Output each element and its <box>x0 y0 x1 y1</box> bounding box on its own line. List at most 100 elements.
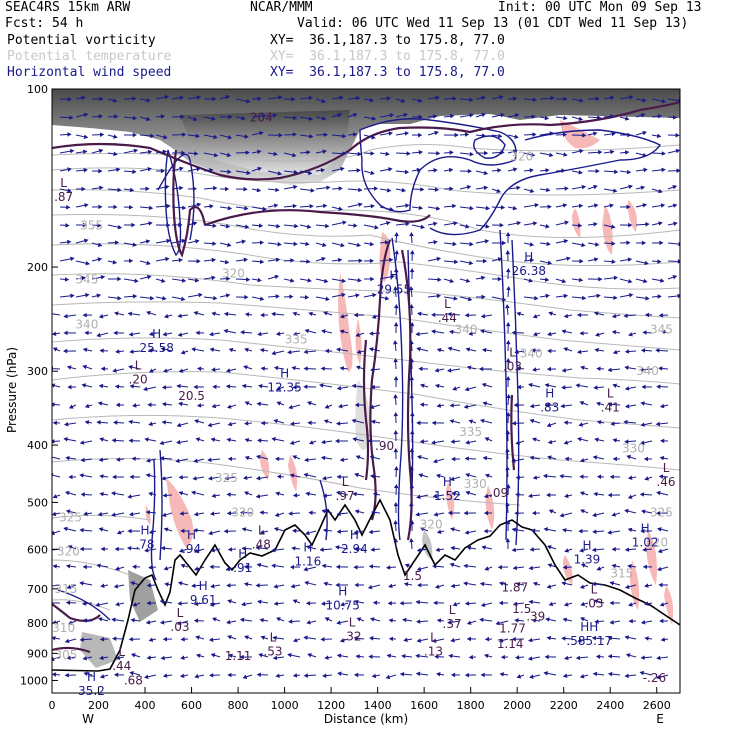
wind-vector-head <box>463 510 468 516</box>
wind-vector-head <box>448 167 454 173</box>
wind-vector-head <box>559 512 565 518</box>
wind-vector-head <box>147 167 152 172</box>
wind-vector-head <box>175 458 180 463</box>
theta-label: 320 <box>231 505 254 519</box>
wind-vector-head <box>337 671 342 677</box>
extremum-value-label: .32 <box>342 630 361 644</box>
field-1-name: Potential vorticity <box>7 33 156 48</box>
wind-vector-head <box>409 429 415 435</box>
wind-vector-head <box>132 602 138 607</box>
wind-vector-head <box>97 401 103 406</box>
wind-vector-head <box>532 221 538 226</box>
wind-vector-head <box>580 509 585 514</box>
wind-vector-head <box>370 170 375 176</box>
wind-vector-head <box>275 187 280 193</box>
wind-vector-head <box>160 114 166 119</box>
wind-vector-head <box>244 294 249 300</box>
wind-vector-head <box>134 278 139 284</box>
wind-vector-head <box>434 187 440 192</box>
wind-vector-head <box>416 346 421 352</box>
wind-vector-head <box>260 635 266 640</box>
wind-vector-head <box>529 418 535 424</box>
wind-vector-head <box>499 95 504 100</box>
wind-vector-head <box>481 545 486 550</box>
wind-vector-head <box>81 601 87 606</box>
wind-vector-head <box>592 131 598 136</box>
wind-vector-head <box>354 599 359 605</box>
wind-vector-head <box>515 492 520 497</box>
wind-vector-head <box>212 384 217 390</box>
wind-vector-head <box>178 368 184 373</box>
wind-vector-head <box>307 420 312 426</box>
extremum-type-label: H <box>524 250 533 264</box>
wind-vector-head <box>579 584 585 589</box>
wind-vector-head <box>262 206 267 212</box>
wind-vector-head <box>99 491 104 497</box>
wind-vector-head <box>579 474 584 480</box>
wind-vector-head <box>367 584 373 590</box>
wind-vector-head <box>193 528 198 533</box>
wind-vector-head <box>355 365 361 370</box>
wind-vector-head <box>547 455 552 460</box>
wind-vector-head <box>181 278 187 283</box>
wind-vector-head <box>483 170 489 176</box>
wind-vector-head <box>225 293 231 298</box>
wind-vector-head <box>113 311 119 316</box>
wind-vector-head <box>469 97 474 102</box>
wind-vector-head <box>198 292 203 298</box>
wind-vector-head <box>592 512 597 518</box>
wind-vector-head <box>65 600 71 605</box>
wind-vector-head <box>67 96 72 102</box>
wind-vector-head <box>358 202 363 207</box>
wind-vector-head <box>497 564 503 570</box>
wind-vector-head <box>52 600 53 606</box>
wind-vector-head <box>244 421 249 426</box>
wind-vector-head <box>117 295 122 301</box>
wind-vector-head <box>292 637 298 643</box>
wind-vector-head <box>418 205 424 211</box>
wind-vector-head <box>273 365 279 371</box>
wind-vector-head <box>65 223 70 228</box>
wind-vector-head <box>308 95 314 101</box>
extremum-value-label: .37 <box>443 617 462 631</box>
wind-vector-head <box>223 328 229 334</box>
wind-vector-head <box>466 636 471 642</box>
wind-vector-head <box>627 257 633 262</box>
wind-vector-head <box>532 97 538 102</box>
wind-vector-head <box>505 465 510 471</box>
wind-vector-head <box>324 348 330 354</box>
wind-vector-head <box>131 222 136 228</box>
extremum-value-label: .91 <box>233 561 252 575</box>
wind-vector-head <box>144 548 149 553</box>
wind-vector-head <box>69 115 74 120</box>
wind-vector-head <box>166 222 171 228</box>
wind-vector-head <box>388 618 393 623</box>
extremum-type-label: L <box>607 386 614 400</box>
wind-vector-head <box>275 331 281 336</box>
wind-vector-head <box>98 457 104 462</box>
wind-vector-head <box>505 231 511 237</box>
wind-vector-head <box>532 475 538 480</box>
wind-vector-head <box>309 440 314 445</box>
theta-label: 325 <box>650 505 673 519</box>
wind-vector-head <box>243 564 249 570</box>
wind-vector-head <box>628 602 633 607</box>
wind-vector-head <box>351 383 357 389</box>
wind-vector-head <box>400 98 406 103</box>
wind-vector-head <box>195 635 200 640</box>
wind-vector-head <box>544 277 550 282</box>
wind-vector-head <box>255 545 260 551</box>
wind-vector-head <box>128 438 133 443</box>
extremum-value-label: .53 <box>263 645 282 659</box>
wind-vector-head <box>415 512 420 517</box>
wind-vector-head <box>501 296 507 302</box>
wind-vector-head <box>129 474 134 480</box>
wind-vector-head <box>339 314 345 319</box>
wind-vector-head <box>244 437 250 443</box>
wind-vector-head <box>196 202 202 208</box>
extrema-labels: L.87H25.58L.2020.5H12.35H29.55L.44H26.38… <box>54 110 676 697</box>
wind-vector-head <box>84 403 90 409</box>
wind-vector-head <box>320 637 325 642</box>
extremum-type-label: H <box>389 269 398 283</box>
y-tick-label: 1000 <box>20 674 48 687</box>
